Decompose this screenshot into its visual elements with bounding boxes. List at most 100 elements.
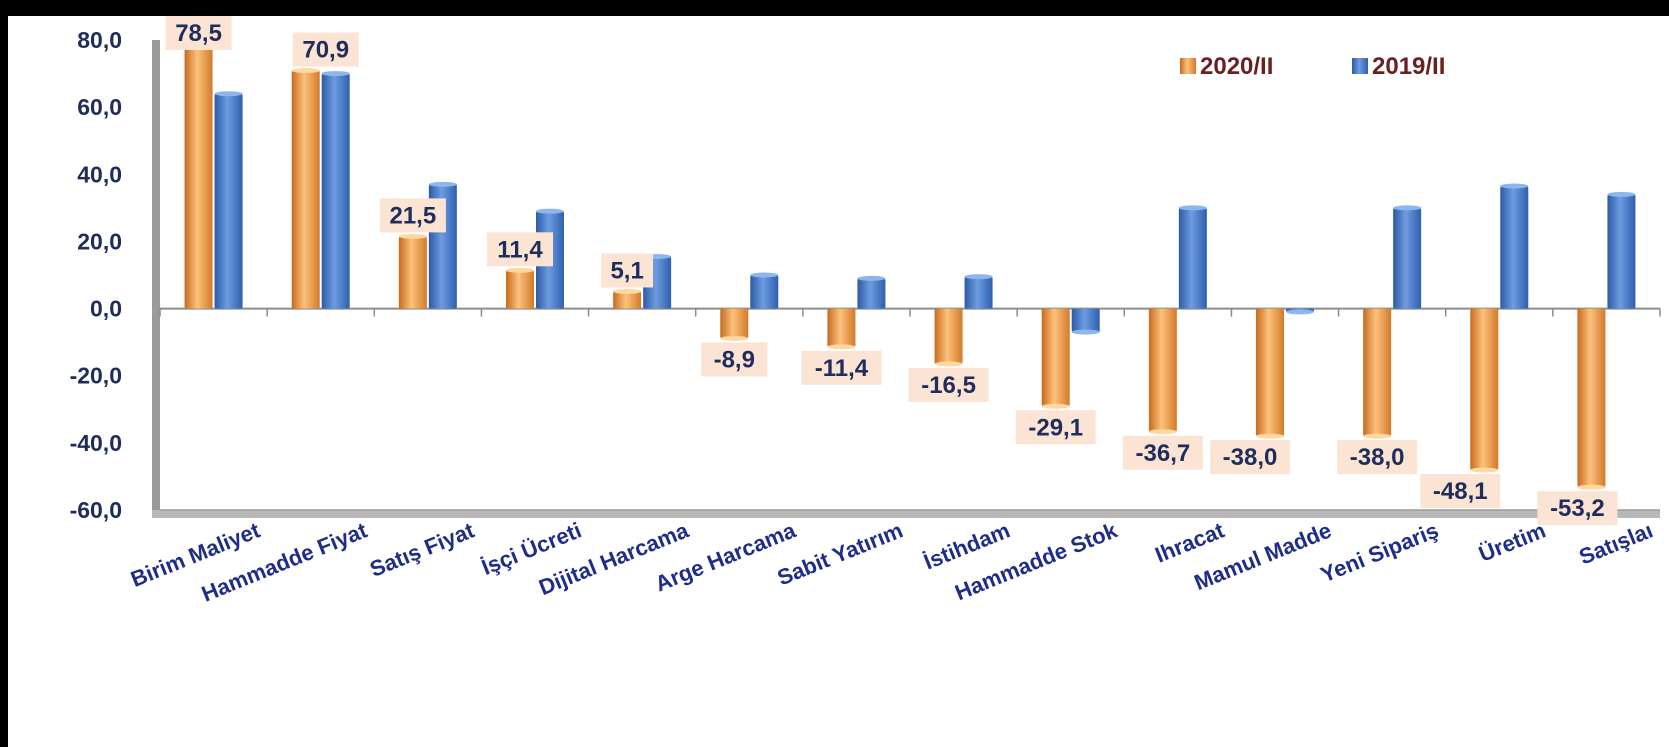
data-label-box (701, 342, 768, 377)
data-label-box (1420, 474, 1501, 509)
bar-2020 (184, 45, 213, 309)
y-tick-label: -20,0 (70, 363, 122, 389)
bar-cap (934, 361, 963, 367)
data-label: -29,1 (1028, 414, 1083, 441)
bar-2019 (1178, 207, 1207, 309)
bar-2020 (1363, 308, 1392, 437)
bar-cap (398, 233, 427, 239)
bar-cap (214, 91, 243, 97)
chart-floor (152, 510, 1660, 518)
bar-cap (1500, 183, 1529, 189)
bar-cap (321, 71, 350, 77)
bars (184, 42, 1636, 490)
bar-2019 (321, 73, 350, 309)
x-tick-label: Yeni Sipariş (1317, 517, 1442, 587)
y-tick-label: -40,0 (70, 430, 122, 456)
legend: 2020/II 2019/II (1180, 53, 1445, 80)
data-label: -53,2 (1550, 495, 1605, 522)
bar-2020 (934, 308, 963, 364)
y-tick-label: -60,0 (70, 497, 122, 523)
data-label: -38,0 (1350, 444, 1405, 471)
bar-cap (1577, 484, 1606, 490)
bar-cap (964, 274, 993, 280)
bar-2019 (857, 278, 886, 309)
bar-cap (857, 275, 886, 281)
x-tick-label: Satışlaı (1575, 517, 1656, 569)
data-label-box (601, 253, 654, 288)
data-label: -36,7 (1136, 440, 1191, 467)
x-tick-label: Satış Fiyat (366, 517, 478, 582)
bar-cap (1178, 205, 1207, 211)
bar-2019 (1607, 194, 1636, 309)
data-label: -48,1 (1433, 478, 1488, 505)
bar-2019 (750, 275, 779, 309)
bar-cap (1286, 309, 1314, 315)
bar-cap (1393, 205, 1422, 211)
data-label: 5,1 (610, 257, 643, 284)
data-label-box (1337, 440, 1418, 475)
y-tick-label: 0,0 (90, 296, 122, 322)
legend-swatch-2019 (1352, 58, 1368, 74)
bar-2019 (964, 276, 993, 309)
bar-2020 (506, 270, 534, 309)
legend-label: 2020/II (1200, 53, 1273, 80)
data-label-box (165, 16, 232, 50)
data-label: -11,4 (815, 355, 869, 382)
bar-2020 (1148, 308, 1177, 432)
bar-cap (1256, 433, 1284, 439)
bar-cap (506, 267, 534, 273)
data-label: 70,9 (302, 37, 349, 64)
x-tick-label: Ihracat (1151, 517, 1228, 567)
data-label-box (379, 198, 446, 233)
bar-cap (750, 272, 779, 278)
data-label-box (801, 350, 882, 385)
data-label-box (1122, 435, 1203, 470)
bar-cap (1607, 191, 1636, 197)
bar-cap (1071, 329, 1100, 335)
bar-2019 (1393, 207, 1422, 309)
data-label: -38,0 (1223, 444, 1278, 471)
bar-chart: 80,060,040,020,00,0-20,0-40,0-60,0Birim … (70, 16, 1661, 607)
data-label-box (1537, 491, 1618, 526)
data-labels: 78,5 70,9 21,5 11,4 5,1 -8,9 -11,4 -16,5 -29,1 -3… (165, 16, 1618, 526)
data-label: 21,5 (389, 202, 436, 229)
bar-cap (291, 68, 320, 74)
bar-2020 (1041, 308, 1070, 407)
y-tick-label: 80,0 (77, 27, 122, 53)
bar-2019 (1500, 186, 1529, 309)
legend-label: 2019/II (1372, 53, 1445, 80)
bar-2019 (1071, 308, 1100, 333)
bar-2020 (398, 236, 427, 309)
bar-cap (1148, 429, 1177, 435)
bar-cap (428, 181, 457, 187)
data-label-box (908, 367, 989, 402)
bar-cap (536, 208, 564, 214)
chart-frame: 80,0 60,0 40,0 20,0 0,0 -20,0 -40,0 -60,0 Birim … (8, 16, 1669, 747)
data-label-box (487, 232, 553, 267)
data-label: 11,4 (497, 236, 543, 263)
bar-2019 (214, 93, 243, 309)
bar-cap (1470, 467, 1499, 473)
chart-wall-side (152, 40, 160, 518)
bar-2020 (1470, 308, 1499, 471)
bar-cap (720, 335, 749, 341)
data-label-box (1015, 410, 1096, 445)
bar-2020 (1577, 308, 1606, 488)
data-label-box (1210, 440, 1290, 475)
bar-cap (827, 344, 856, 350)
data-label: -8,9 (714, 346, 755, 373)
bar-cap (613, 288, 642, 294)
bar-2020 (720, 308, 749, 339)
data-label: 78,5 (175, 20, 222, 47)
bar-cap (1363, 433, 1392, 439)
y-tick-label: 20,0 (77, 228, 122, 254)
bar-2020 (827, 308, 856, 347)
bar-2020 (613, 291, 642, 309)
bar-2020 (1256, 308, 1284, 437)
legend-swatch-2020 (1180, 58, 1196, 74)
bar-2020 (291, 70, 320, 309)
data-label-box (292, 32, 359, 67)
data-label: -16,5 (921, 372, 976, 399)
y-tick-label: 40,0 (77, 161, 122, 187)
bar-cap (1041, 403, 1070, 409)
